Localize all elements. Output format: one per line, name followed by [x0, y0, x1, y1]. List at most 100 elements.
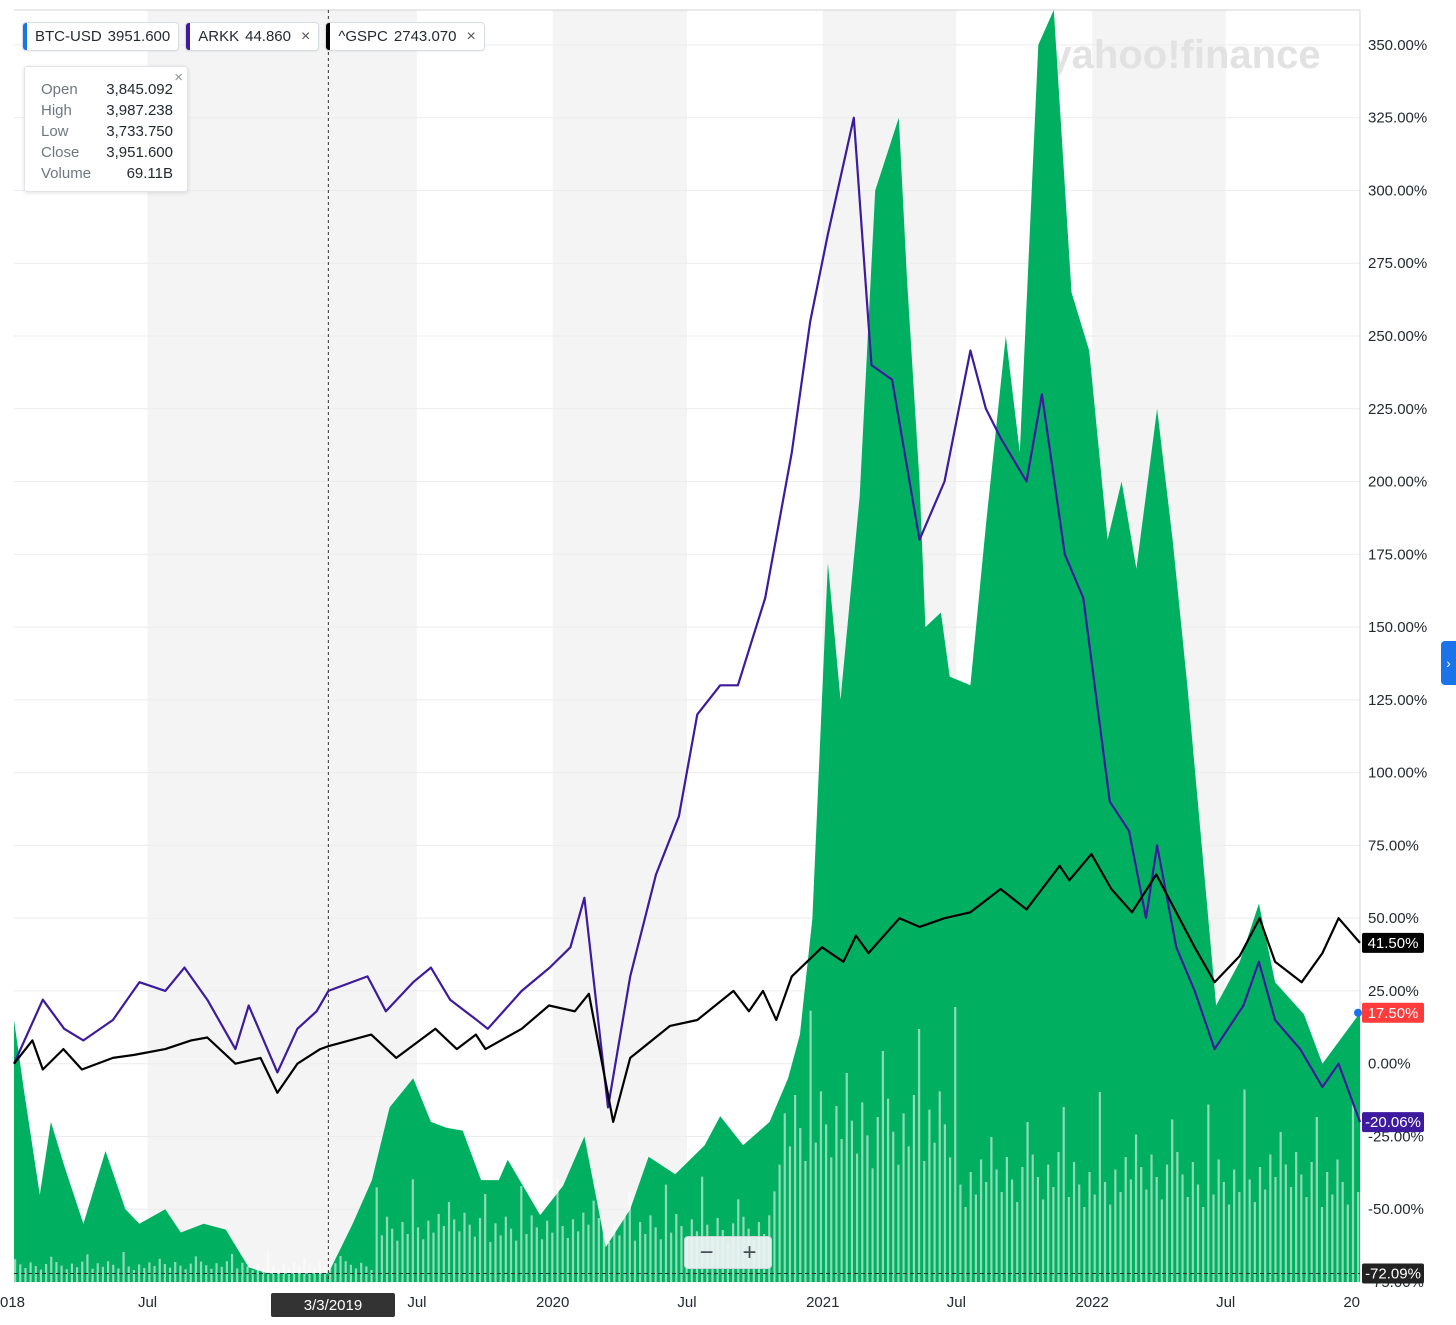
volume-bar [1171, 1119, 1174, 1282]
volume-bar [1016, 1202, 1019, 1282]
volume-bar [788, 1146, 792, 1282]
volume-bar [261, 1268, 265, 1282]
volume-bar [354, 1268, 358, 1282]
volume-bar [1047, 1164, 1050, 1282]
volume-bar [463, 1212, 466, 1282]
volume-bar [39, 1269, 43, 1282]
ohlc-row-low: Low 3,733.750 [41, 121, 173, 142]
volume-bar [530, 1215, 533, 1282]
volume-bar [1119, 1192, 1122, 1282]
y-tick-label: 250.00% [1368, 328, 1427, 345]
y-axis: 350.00% 325.00% 300.00% 275.00% 250.00% 225.0… [1368, 37, 1427, 1291]
volume-bar [1295, 1152, 1298, 1282]
y-tick-label: 225.00% [1368, 401, 1427, 418]
volume-bar [525, 1234, 528, 1282]
volume-bar [163, 1264, 167, 1282]
volume-bar [1233, 1169, 1236, 1282]
volume-bar [1181, 1174, 1184, 1282]
ohlc-row-volume: Volume 69.11B [41, 163, 173, 184]
volume-bar [1222, 1182, 1225, 1282]
volume-bar [1238, 1192, 1241, 1282]
volume-bar [886, 1098, 890, 1282]
volume-bar [1274, 1177, 1277, 1282]
legend-chip-arkk[interactable]: ARKK 44.860 × [185, 22, 320, 51]
last-value-label: -20.06% [1362, 1112, 1424, 1133]
y-tick-label: 350.00% [1368, 37, 1427, 54]
volume-bar [225, 1261, 228, 1282]
volume-bar [489, 1242, 492, 1282]
volume-bar [582, 1212, 585, 1282]
volume-bar [1165, 1164, 1169, 1282]
volume-bar [1320, 1207, 1324, 1282]
volume-bar [1103, 1182, 1107, 1282]
ohlc-row-open: Open 3,845.092 [41, 79, 173, 100]
volume-bar [628, 1192, 631, 1282]
volume-bar [639, 1222, 642, 1282]
x-tick-label: 20 [1343, 1294, 1360, 1311]
volume-bar [995, 1169, 998, 1282]
volume-bar [432, 1232, 435, 1282]
zoom-in-button[interactable]: + [742, 1238, 757, 1266]
volume-bar [897, 1164, 900, 1282]
volume-bar [917, 1029, 921, 1282]
volume-bar [194, 1256, 197, 1282]
y-tick-label: 125.00% [1368, 692, 1427, 709]
zoom-out-button[interactable]: − [699, 1238, 714, 1266]
btc-end-dot [1354, 1008, 1362, 1017]
volume-bar [1134, 1134, 1138, 1282]
volume-bar [535, 1227, 538, 1282]
volume-bars [14, 1007, 1360, 1282]
volume-bar [1248, 1179, 1251, 1282]
volume-bar [1289, 1187, 1293, 1282]
volume-bar [670, 1232, 673, 1282]
watermark-logo: yahoo!finance [1049, 33, 1320, 77]
volume-bar [556, 1178, 559, 1282]
volume-bar [830, 1157, 833, 1282]
volume-bar [55, 1262, 58, 1282]
volume-bar [106, 1261, 110, 1282]
volume-bar [442, 1226, 445, 1282]
shade-band [552, 10, 687, 1282]
ohlc-row-close: Close 3,951.600 [41, 142, 173, 163]
last-value-bg [1362, 1002, 1424, 1023]
expand-panel-chevron-icon[interactable]: › [1441, 641, 1456, 685]
volume-bar [437, 1214, 440, 1282]
volume-bar [282, 1264, 285, 1282]
volume-bar [313, 1267, 316, 1282]
volume-bar [246, 1266, 249, 1282]
remove-gspc-close-icon[interactable]: × [466, 27, 476, 45]
volume-bar [794, 1095, 797, 1282]
volume-bar [824, 1124, 828, 1282]
volume-bar [840, 1139, 843, 1282]
volume-bar [241, 1262, 244, 1282]
tooltip-close-icon[interactable]: × [174, 69, 183, 86]
volume-bar [1041, 1199, 1045, 1282]
volume-bar [473, 1236, 476, 1282]
legend-chip-gspc[interactable]: ^GSPC 2743.070 × [325, 22, 485, 51]
remove-arkk-close-icon[interactable]: × [301, 27, 311, 45]
x-tick-label: Jul [947, 1294, 966, 1311]
volume-bar [861, 1102, 864, 1282]
volume-bar [1346, 1204, 1349, 1282]
volume-bar [1341, 1182, 1344, 1282]
legend-chip-btc[interactable]: BTC-USD 3951.600 [22, 22, 180, 51]
volume-bar [267, 1251, 270, 1282]
volume-bar [1140, 1167, 1143, 1282]
legend-color-swatch [23, 23, 27, 50]
volume-bar [210, 1268, 213, 1282]
volume-bar [447, 1202, 451, 1282]
ohlc-tooltip: × Open 3,845.092 High 3,987.238 Low 3,73… [24, 66, 188, 192]
volume-bar [701, 1176, 704, 1282]
volume-bar [458, 1231, 461, 1282]
volume-bar [416, 1227, 420, 1282]
volume-bar [618, 1235, 621, 1282]
x-tick-label: 2022 [1075, 1294, 1108, 1311]
volume-bar [546, 1220, 549, 1282]
volume-bar [251, 1270, 254, 1282]
ohlc-value: 3,845.092 [106, 81, 173, 98]
volume-bar [1264, 1189, 1267, 1282]
volume-bar [948, 1157, 952, 1282]
volume-bar [391, 1228, 394, 1282]
